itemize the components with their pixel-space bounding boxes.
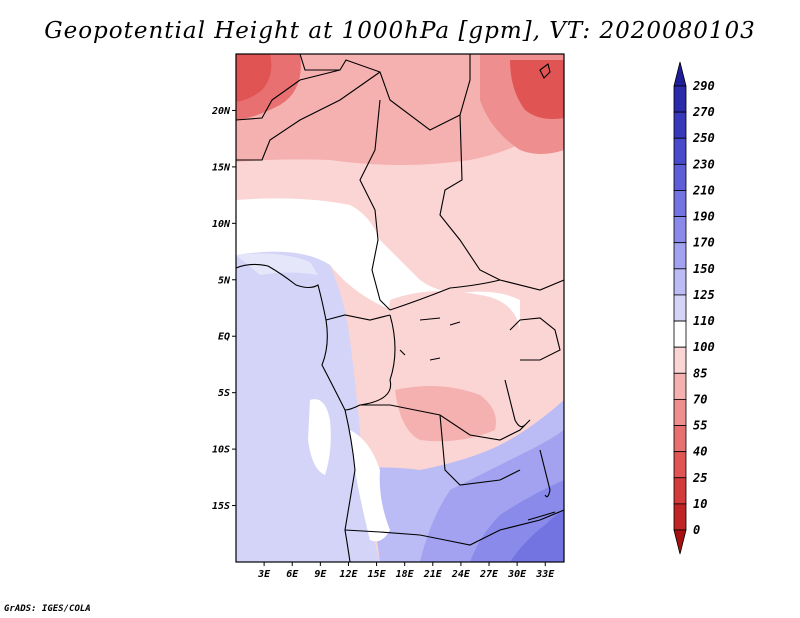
lon-tick-label: 6E — [286, 569, 299, 580]
colorbar-box — [673, 137, 687, 165]
colorbar-bottom-triangle — [673, 529, 687, 555]
field-south-white — [350, 430, 390, 542]
colorbar-label: 150 — [693, 262, 715, 276]
colorbar-box — [673, 190, 687, 217]
lat-axis: 20N 15N 10N 5N EQ 5S 10S 15S — [211, 106, 236, 512]
map-frame — [235, 53, 565, 563]
lat-tick-label: 5N — [218, 275, 231, 286]
lake-tanganyika — [504, 379, 526, 428]
colorbar-label: 270 — [692, 105, 715, 119]
colorbar-label: 10 — [693, 497, 707, 511]
field-atlantic-white — [308, 399, 331, 475]
colorbar-label: 190 — [693, 210, 715, 224]
colorbar-label: 100 — [693, 340, 715, 354]
lat-tick-label: 10S — [212, 445, 230, 456]
lon-tick-label: 18E — [396, 569, 415, 580]
colorbar-label: 250 — [692, 131, 715, 145]
field-south-210 — [510, 510, 564, 562]
colorbar-box — [673, 503, 687, 531]
colorbar-label: 170 — [693, 236, 715, 250]
height-field — [236, 54, 564, 562]
lon-tick-label: 21E — [423, 569, 443, 580]
lat-tick-label: 10N — [212, 219, 231, 230]
border-sahel — [236, 71, 381, 161]
colorbar-box — [673, 399, 687, 426]
border-sudan — [439, 114, 564, 291]
field-low-west-core — [236, 54, 272, 102]
lon-tick-label: 27E — [479, 569, 499, 580]
colorbar-label: 110 — [693, 314, 715, 328]
border-congo — [344, 314, 396, 411]
border-nw — [236, 69, 341, 121]
lon-tick-label: 12E — [339, 569, 358, 580]
lake-malawi — [539, 449, 551, 498]
field-congo-85 — [395, 386, 496, 442]
border-namibia — [344, 509, 564, 546]
colorbar-box — [673, 451, 687, 479]
country-borders — [236, 54, 564, 562]
lon-tick-label: 15E — [368, 569, 387, 580]
border-car — [389, 279, 501, 311]
lat-tick-label: EQ — [218, 332, 230, 343]
colorbar-box — [673, 111, 687, 139]
colorbar-box — [673, 320, 687, 348]
colorbar-label: 70 — [693, 392, 707, 406]
border-zambia — [439, 414, 521, 486]
colorbar-label: 40 — [693, 445, 707, 459]
colorbar-box — [673, 294, 687, 322]
colorbar-box — [673, 268, 687, 296]
colorbar-top-triangle — [673, 61, 687, 87]
border-angola — [360, 404, 531, 441]
colorbar-box — [673, 216, 687, 244]
lon-tick-label: 33E — [535, 569, 555, 580]
lon-tick-label: 24E — [451, 569, 471, 580]
congo-river-features — [399, 317, 461, 361]
field-atlantic-edge — [236, 253, 318, 275]
colorbar: 2902702502302101901701501251101008570554… — [673, 61, 715, 555]
colorbar-label: 230 — [692, 157, 715, 171]
lon-tick-label: 30E — [507, 569, 527, 580]
coastline-west — [236, 263, 356, 562]
field-low-east-core — [510, 60, 564, 119]
lon-tick-label: 9E — [314, 569, 327, 580]
colorbar-box — [673, 477, 687, 505]
colorbar-label: 0 — [693, 523, 700, 537]
colorbar-label: 290 — [692, 79, 715, 93]
lat-tick-label: 20N — [211, 106, 231, 117]
colorbar-label: 125 — [693, 288, 715, 302]
colorbar-box — [673, 346, 687, 374]
colorbar-box — [673, 85, 687, 113]
lon-axis: 3E 6E 9E 12E 15E 18E 21E 24E 27E 30E 33E — [257, 562, 555, 580]
colorbar-label: 25 — [692, 471, 707, 485]
border-uganda — [509, 317, 561, 361]
colorbar-box — [673, 425, 687, 453]
page-title: Geopotential Height at 1000hPa [gpm], VT… — [44, 18, 756, 44]
lake-kariba — [527, 511, 556, 521]
colorbar-label: 55 — [693, 419, 707, 433]
colorbar-box — [673, 242, 687, 270]
colorbar-box — [673, 372, 687, 400]
border-chad — [359, 99, 391, 311]
lat-tick-label: 15N — [212, 162, 231, 173]
lat-tick-label: 15S — [212, 501, 230, 512]
field-atlantic-125 — [236, 251, 380, 562]
border-gabon — [325, 314, 391, 321]
lake-nasser — [539, 63, 551, 79]
colorbar-box — [673, 163, 687, 191]
colorbar-label: 210 — [692, 183, 715, 197]
colorbar-label: 85 — [693, 366, 707, 380]
grads-credit: GrADS: IGES/COLA — [4, 604, 91, 614]
lat-tick-label: 5S — [218, 388, 230, 399]
border-north — [299, 54, 471, 131]
lon-tick-label: 3E — [257, 569, 271, 580]
